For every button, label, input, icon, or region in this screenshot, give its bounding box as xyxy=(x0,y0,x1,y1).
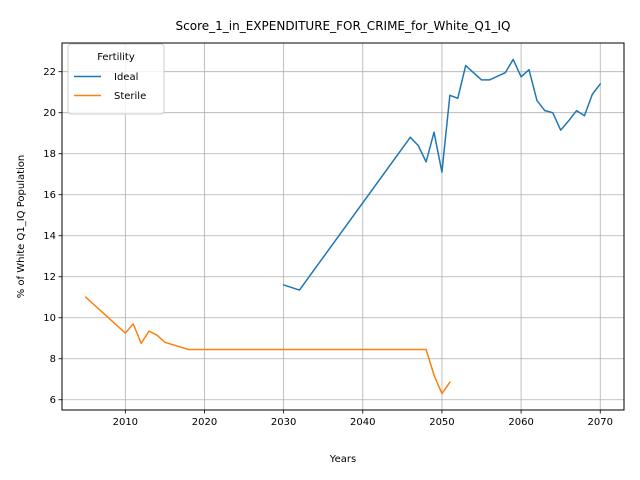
x-tick-label: 2010 xyxy=(113,417,138,428)
x-tick-label: 2070 xyxy=(588,417,613,428)
series-line-sterile xyxy=(84,296,451,395)
y-tick-label: 10 xyxy=(43,313,56,324)
series-line-ideal xyxy=(282,58,602,291)
x-axis-label: Years xyxy=(329,454,356,465)
x-tick-label: 2050 xyxy=(429,417,454,428)
y-tick-label: 12 xyxy=(43,272,56,283)
x-tick-label: 2040 xyxy=(350,417,375,428)
y-tick-label: 22 xyxy=(43,67,56,78)
legend-box xyxy=(67,43,165,115)
x-tick-label: 2020 xyxy=(192,417,217,428)
grid xyxy=(62,43,624,410)
y-tick-label: 20 xyxy=(43,108,56,119)
legend: Fertility Ideal Sterile xyxy=(67,43,165,115)
y-axis: 6 8 10 12 14 16 18 20 22 xyxy=(43,67,62,406)
legend-label-sterile: Sterile xyxy=(114,91,146,102)
y-tick-label: 14 xyxy=(43,231,56,242)
legend-label-ideal: Ideal xyxy=(114,72,138,83)
y-tick-label: 8 xyxy=(50,354,56,365)
y-tick-label: 6 xyxy=(50,395,56,406)
x-tick-label: 2060 xyxy=(508,417,533,428)
plot-frame xyxy=(61,42,625,411)
x-tick-label: 2030 xyxy=(271,417,296,428)
x-axis: 2010 2020 2030 2040 2050 2060 2070 xyxy=(113,410,613,428)
chart-title: Score_1_in_EXPENDITURE_FOR_CRIME_for_Whi… xyxy=(176,19,511,33)
series-layer xyxy=(84,58,602,395)
legend-title: Fertility xyxy=(97,52,135,63)
y-tick-label: 16 xyxy=(43,190,56,201)
y-tick-label: 18 xyxy=(43,149,56,160)
y-axis-label: % of White Q1_IQ Population xyxy=(16,155,27,299)
